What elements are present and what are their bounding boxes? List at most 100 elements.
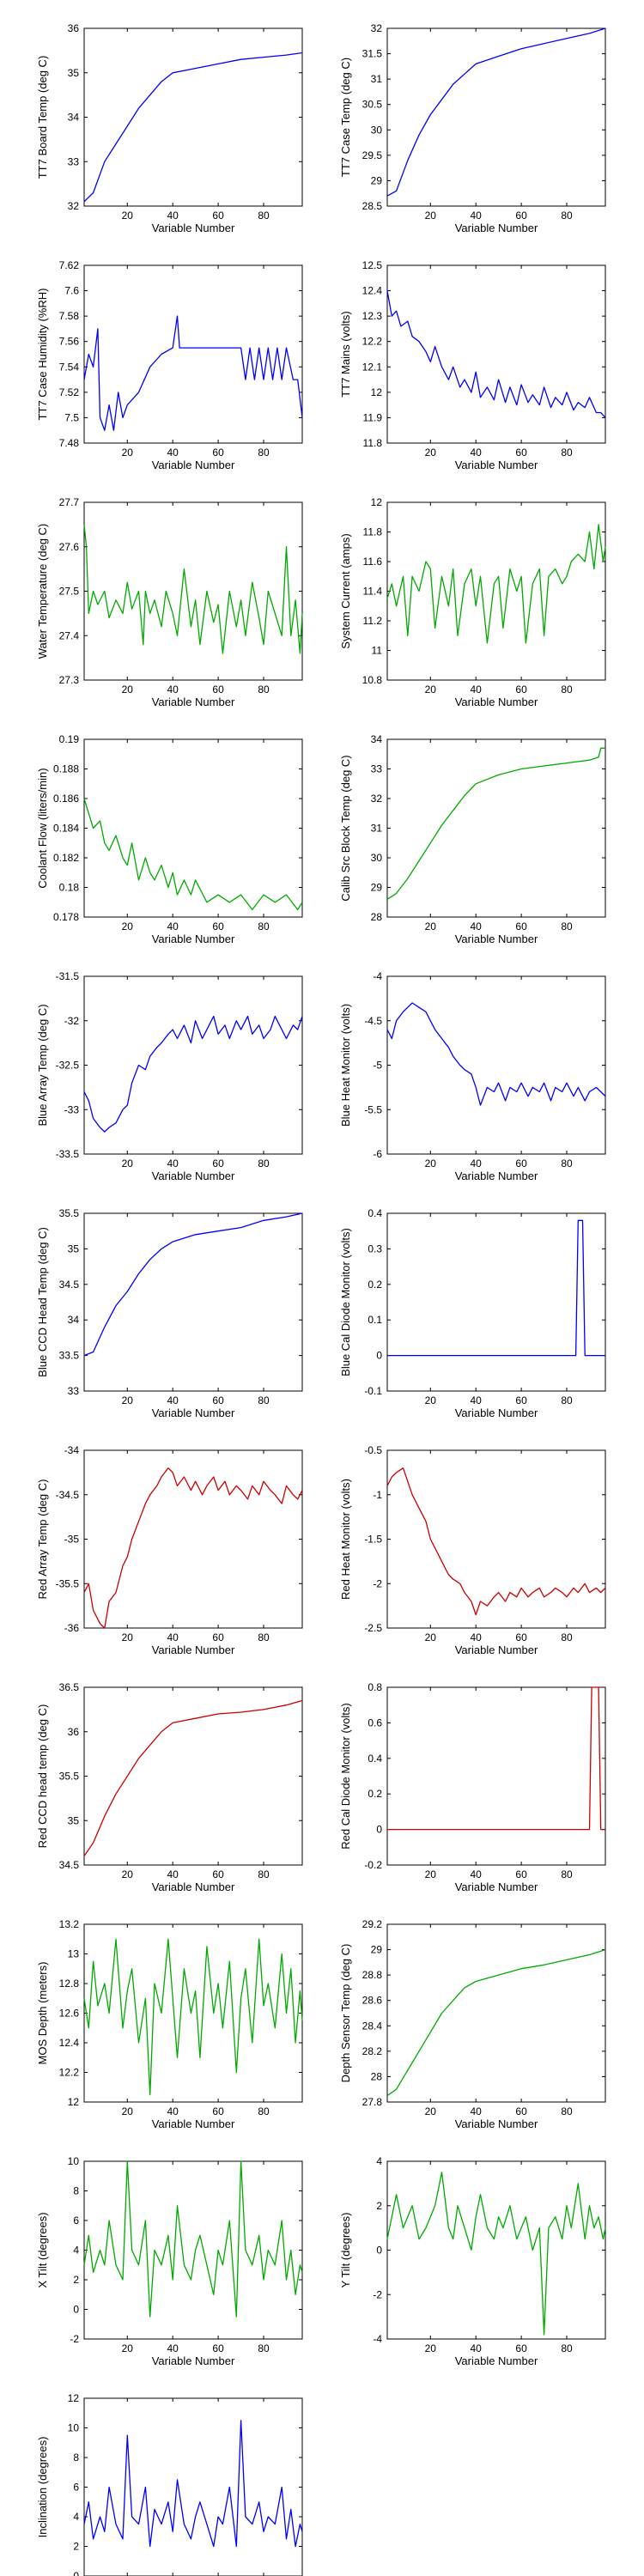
y-tick-label: 0.4 [368,1753,382,1765]
x-tick-label: 20 [122,920,134,933]
y-tick-label: 7.48 [59,437,80,449]
x-axis-label: Variable Number [152,696,235,708]
y-tick-label: 8 [73,2185,79,2197]
x-tick-label: 20 [122,2342,134,2354]
y-tick-label: 4 [73,2511,79,2523]
y-axis-label: MOS Depth (meters) [36,1962,49,2065]
y-tick-label: 6 [73,2482,79,2494]
x-tick-label: 40 [167,1631,179,1643]
x-tick-label: 20 [122,683,134,696]
y-tick-label: 30 [371,852,383,864]
y-tick-label: 0.6 [368,1716,382,1728]
y-tick-label: 28.6 [362,1995,383,2007]
y-axis-label: Red Cal Diode Monitor (volts) [339,1703,352,1850]
chart-21: 20406080024681012Variable NumberInclinat… [36,2392,303,2576]
plot-frame [83,1686,303,1866]
x-tick-label: 60 [212,2105,224,2117]
x-tick-label: 40 [471,2105,483,2117]
y-tick-label: 2 [376,2200,382,2212]
plot-frame [386,1449,606,1629]
series-line [83,2420,303,2548]
x-tick-label: 80 [258,1868,270,1880]
x-tick-label: 80 [561,2342,573,2354]
y-tick-label: 31 [371,823,383,835]
x-tick-label: 80 [258,2105,270,2117]
y-tick-label: 36 [68,1726,80,1738]
x-axis-label: Variable Number [152,2117,235,2130]
series-line [83,1467,303,1629]
y-tick-label: 0.184 [53,823,79,835]
x-tick-label: 40 [471,1868,483,1880]
series-line [83,798,303,911]
series-line [83,1212,303,1357]
chart-16: 20 40 60 80 -0.2 0 0.2 0.4 0.6 0.8 Variable Number… [339,1681,606,1893]
y-tick-label: -1.5 [364,1534,382,1546]
y-tick-label: 28 [371,911,383,923]
y-tick-label: 27.3 [59,674,80,686]
y-tick-label: 35 [68,67,80,79]
x-tick-label: 60 [212,1868,224,1880]
x-tick-label: 60 [515,1868,527,1880]
x-tick-label: 20 [122,447,134,459]
chart-6: 20 40 60 80 10.8 11 11.2 11.4 11.6 11.8 12 Variable… [339,496,606,708]
y-tick-label: 27.6 [59,541,80,553]
y-axis-label: TT7 Case Humidity (%RH) [36,289,49,421]
y-tick-label: 11.8 [363,526,383,538]
x-tick-label: 20 [425,210,437,222]
y-tick-label: 7.52 [59,386,80,398]
y-tick-label: -33 [64,1103,80,1115]
y-tick-label: -33.5 [56,1148,80,1160]
plot-frame [83,2397,303,2576]
y-tick-label: 11.9 [363,411,383,423]
x-tick-label: 40 [167,210,179,222]
y-tick-label: -4 [373,970,382,982]
x-tick-label: 40 [471,683,483,696]
x-tick-label: 60 [212,1394,224,1406]
y-tick-label: 12 [371,496,383,508]
plot-frame [386,2160,606,2340]
x-tick-label: 80 [561,920,573,933]
y-tick-label: 28.4 [362,2020,383,2032]
y-tick-label: -5.5 [364,1103,382,1115]
y-tick-label: 35.5 [59,1207,80,1219]
series-line [386,747,605,900]
x-tick-label: 60 [515,2342,527,2354]
x-tick-label: 80 [561,447,573,459]
x-tick-label: 40 [167,1868,179,1880]
x-tick-label: 80 [561,2105,573,2117]
x-tick-label: 20 [122,2105,134,2117]
y-tick-label: 33.5 [59,1350,80,1362]
y-tick-label: 0.1 [368,1314,382,1326]
x-tick-label: 40 [471,920,483,933]
x-tick-label: 40 [167,1157,179,1170]
x-tick-label: 60 [212,447,224,459]
chart-20: 20 40 60 80 -4 -2 0 2 4 Variable Number Y Tilt (de… [339,2155,606,2367]
x-tick-label: 60 [212,210,224,222]
y-tick-label: 0.186 [53,793,79,805]
y-tick-label: -2.5 [364,1622,382,1634]
series-line [83,52,303,203]
x-tick-label: 80 [258,210,270,222]
plot-frame [386,1923,606,2103]
series-line [387,1686,605,1831]
y-tick-label: 7.6 [64,285,79,297]
x-tick-label: 20 [425,920,437,933]
plot-frame [386,27,606,207]
x-tick-label: 80 [561,210,573,222]
y-axis-label: Coolant Flow (liters/min) [36,768,49,888]
y-tick-label: 12.1 [362,361,383,373]
x-tick-label: 20 [425,2342,437,2354]
x-tick-label: 20 [425,447,437,459]
y-tick-label: -0.1 [364,1385,382,1397]
y-tick-label: 0 [376,1824,382,1836]
plot-frame [386,264,606,444]
y-tick-label: 0 [376,2245,382,2257]
y-tick-label: 7.58 [59,310,80,322]
y-tick-label: -31.5 [56,970,80,982]
x-tick-label: 60 [212,920,224,933]
x-tick-label: 40 [471,447,483,459]
x-tick-label: 80 [561,1394,573,1406]
y-axis-label: Blue CCD Head Temp (deg C) [36,1227,49,1377]
y-axis-label: TT7 Board Temp (deg C) [36,56,49,179]
x-tick-label: 40 [167,920,179,933]
